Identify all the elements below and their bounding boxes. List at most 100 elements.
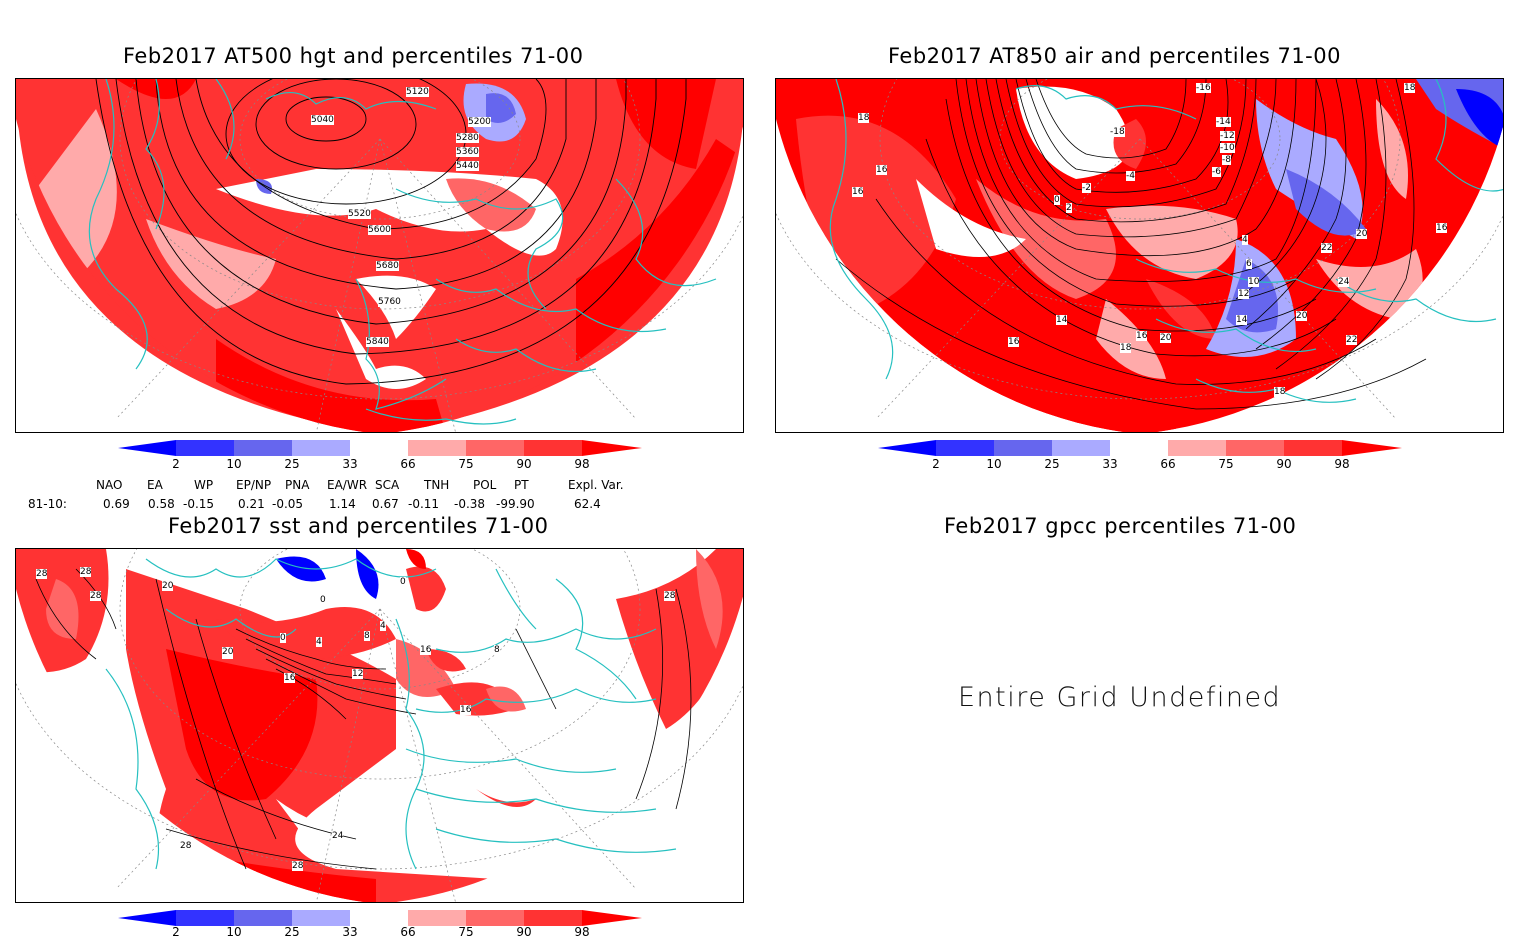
colorbar-tick-label: 90	[516, 925, 532, 939]
colorbar-swatch	[1052, 440, 1110, 456]
contour-label: 5200	[468, 117, 491, 127]
sst-map	[16, 549, 743, 902]
contour-label: 6	[1246, 259, 1252, 269]
index-value: 0.58	[148, 497, 175, 511]
contour-label: 18	[1274, 387, 1286, 397]
contour-label: 16	[420, 645, 432, 655]
colorbar-tick-label: 2	[172, 925, 180, 939]
contour-label: 0	[1054, 195, 1060, 205]
index-header: NAO	[96, 478, 123, 492]
colorbar-tick-label: 75	[458, 925, 474, 939]
colorbar-swatch	[524, 440, 582, 456]
colorbar-swatch	[234, 910, 292, 926]
hgt-panel-title: Feb2017 AT500 hgt and percentiles 71-00	[123, 44, 584, 68]
colorbar-tick-label: 10	[986, 457, 1002, 471]
contour-label: 16	[460, 705, 472, 715]
index-value: 62.4	[574, 497, 601, 511]
index-header: WP	[194, 478, 214, 492]
index-value: -0.05	[272, 497, 304, 511]
colorbar-tick-label: 33	[342, 925, 358, 939]
index-header: TNH	[424, 478, 450, 492]
contour-label: 0	[320, 595, 326, 605]
colorbar-tick-label: 10	[226, 457, 242, 471]
contour-label: 5680	[376, 261, 399, 271]
index-value: 0.69	[103, 497, 130, 511]
contour-label: -6	[1212, 167, 1221, 177]
colorbar-tick-label: 75	[458, 457, 474, 471]
index-value: -0.11	[408, 497, 440, 511]
colorbar-swatch	[878, 440, 936, 456]
contour-label: 5600	[368, 225, 391, 235]
index-header: EP/NP	[236, 478, 272, 492]
colorbar-swatch	[936, 440, 994, 456]
colorbar-tick-label: 98	[1334, 457, 1350, 471]
hgt-map-panel: 5120 5040 5200 5280 5360 5440 5520 5600 …	[15, 78, 744, 433]
contour-label: 20	[1296, 311, 1308, 321]
colorbar-swatch	[1110, 440, 1168, 456]
contour-label: 5360	[456, 147, 479, 157]
colorbar-tick-label: 25	[284, 925, 300, 939]
contour-label: 28	[180, 841, 192, 851]
contour-label: -16	[1196, 83, 1211, 93]
sst-map-panel: 28 28 28 20 20 0 0 0 4 8 4 12 16 16 20 2…	[15, 548, 744, 903]
sst-panel-title: Feb2017 sst and percentiles 71-00	[168, 514, 549, 538]
hgt-colorbar	[118, 440, 642, 456]
colorbar-tick-label: 90	[1276, 457, 1292, 471]
index-value: -0.38	[454, 497, 486, 511]
colorbar-swatch	[292, 910, 350, 926]
contour-label: 16	[1436, 223, 1448, 233]
contour-label: 16	[1008, 337, 1020, 347]
contour-label: 24	[332, 831, 344, 841]
contour-label: 24	[1338, 277, 1350, 287]
colorbar-tick-label: 98	[574, 925, 590, 939]
contour-label: 12	[1238, 289, 1250, 299]
contour-label: 14	[1056, 315, 1068, 325]
contour-label: -2	[1082, 183, 1091, 193]
colorbar-swatch	[118, 440, 176, 456]
contour-label: -12	[1220, 131, 1235, 141]
contour-label: 22	[1321, 243, 1333, 253]
colorbar-swatch	[994, 440, 1052, 456]
colorbar-swatch	[524, 910, 582, 926]
hgt-map	[16, 79, 743, 432]
colorbar-tick-label: 98	[574, 457, 590, 471]
colorbar-swatch	[292, 440, 350, 456]
colorbar-swatch	[466, 910, 524, 926]
colorbar-tick-label: 2	[932, 457, 940, 471]
gpcc-undefined-message: Entire Grid Undefined	[958, 682, 1282, 713]
colorbar-swatch	[1284, 440, 1342, 456]
colorbar-tick-label: 33	[342, 457, 358, 471]
contour-label: 5520	[348, 209, 371, 219]
hgt-colorbar-labels: 2 10 25 33 66 75 90 98	[118, 457, 643, 473]
index-header: POL	[473, 478, 497, 492]
colorbar-swatch	[176, 910, 234, 926]
contour-label: 20	[222, 647, 234, 657]
contour-label: 28	[664, 591, 676, 601]
index-value: 0.21	[238, 497, 265, 511]
contour-label: 8	[364, 631, 370, 641]
contour-label: 16	[1136, 331, 1148, 341]
index-header: PNA	[285, 478, 310, 492]
index-header: EA	[147, 478, 163, 492]
contour-label: 12	[352, 669, 364, 679]
contour-label: 5760	[378, 297, 401, 307]
air-map-panel: 18 16 18 16 -16 -18 -14 -12 -10 -8 -6 -4…	[775, 78, 1504, 433]
colorbar-swatch	[1226, 440, 1284, 456]
contour-label: -18	[1110, 127, 1125, 137]
contour-label: 8	[494, 645, 500, 655]
contour-label: 20	[162, 581, 174, 591]
gpcc-panel-title: Feb2017 gpcc percentiles 71-00	[944, 514, 1297, 538]
contour-label: 16	[876, 165, 888, 175]
contour-label: 0	[280, 633, 286, 643]
contour-label: 16	[852, 187, 864, 197]
index-value: 1.14	[329, 497, 356, 511]
colorbar-swatch	[176, 440, 234, 456]
air-colorbar	[878, 440, 1402, 456]
air-panel-title: Feb2017 AT850 air and percentiles 71-00	[888, 44, 1341, 68]
contour-label: 18	[1120, 343, 1132, 353]
contour-label: 0	[400, 577, 406, 587]
contour-label: 5120	[406, 87, 429, 97]
colorbar-swatch	[582, 910, 642, 926]
colorbar-tick-label: 25	[1044, 457, 1060, 471]
contour-label: 14	[1236, 315, 1248, 325]
